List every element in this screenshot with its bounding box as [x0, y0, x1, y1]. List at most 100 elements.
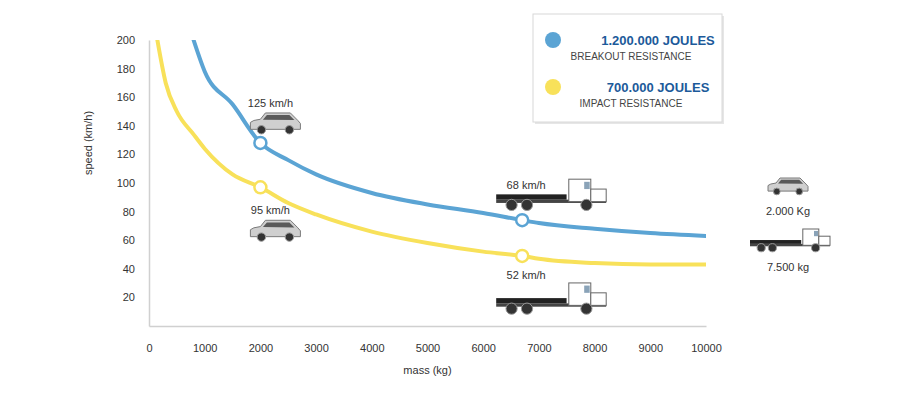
y-axis-title: speed (km/h) — [82, 111, 94, 175]
highlight-point — [254, 137, 266, 149]
car-window — [263, 115, 295, 120]
truck-window — [814, 231, 818, 236]
legend-swatch — [545, 32, 561, 48]
vehicle-label: 2.000 Kg — [766, 205, 810, 217]
x-tick: 1000 — [193, 326, 217, 354]
y-tick-label: 20 — [123, 291, 135, 303]
x-tick-label: 4000 — [360, 342, 384, 354]
car-icon — [250, 220, 300, 241]
legend-box — [533, 14, 722, 122]
y-tick: 100 — [117, 177, 149, 189]
annotations: 125 km/h 68 km/h 95 km/h 52 km/h — [248, 97, 606, 314]
highlight-point — [516, 250, 528, 262]
truck-hood — [591, 189, 606, 202]
car-wheel — [257, 233, 265, 241]
car-wheel — [285, 233, 293, 241]
car-window — [778, 180, 803, 184]
car-wheel — [285, 126, 293, 134]
truck-cab — [569, 283, 591, 305]
x-axis-line — [150, 326, 707, 328]
annotation-label: 52 km/h — [507, 269, 546, 281]
truck-cab — [569, 179, 591, 201]
x-tick-label: 2000 — [249, 342, 273, 354]
x-tick: 5000 — [416, 326, 440, 354]
x-tick-label: 1000 — [193, 342, 217, 354]
y-tick: 20 — [123, 291, 149, 303]
annotation-label: 68 km/h — [507, 179, 546, 191]
x-tick: 6000 — [471, 326, 495, 354]
car-icon — [250, 113, 300, 134]
legend-label: 700.000 JOULES — [607, 80, 710, 95]
legend-description: BREAKOUT RESISTANCE — [571, 51, 692, 62]
annotation-label: 95 km/h — [251, 204, 290, 216]
x-tick: 7000 — [527, 326, 551, 354]
truck-wheel — [812, 244, 820, 252]
car-window — [263, 222, 295, 227]
truck-bed — [496, 298, 566, 303]
car-wheel — [796, 188, 803, 195]
x-tick-label: 3000 — [304, 342, 328, 354]
x-tick: 4000 — [360, 326, 384, 354]
y-tick: 200 — [117, 34, 149, 46]
car-wheel — [773, 188, 780, 195]
vehicle-legend: 2.000 Kg 7.500 kg — [750, 178, 830, 273]
y-tick: 60 — [123, 234, 149, 246]
y-tick: 40 — [123, 263, 149, 275]
x-tick-label: 5000 — [416, 342, 440, 354]
truck-bed — [750, 240, 801, 244]
x-tick-label: 6000 — [471, 342, 495, 354]
x-tick-label: 0 — [146, 342, 152, 354]
x-tick-label: 9000 — [639, 342, 663, 354]
truck-cab — [803, 229, 819, 245]
x-tick: 3000 — [304, 326, 328, 354]
truck-icon — [496, 283, 606, 314]
y-tick-label: 100 — [117, 177, 135, 189]
truck-hood — [819, 236, 830, 245]
x-tick: 2000 — [249, 326, 273, 354]
highlight-point — [254, 181, 266, 193]
y-tick: 120 — [117, 148, 149, 160]
y-axis-line — [149, 41, 151, 327]
y-tick: 180 — [117, 63, 149, 75]
truck-window — [584, 182, 590, 189]
annotation-label: 125 km/h — [248, 97, 293, 109]
legend-swatch — [545, 79, 561, 95]
vehicle-label: 7.500 kg — [767, 261, 809, 273]
x-tick: 9000 — [639, 326, 663, 354]
truck-wheel — [757, 244, 765, 252]
truck-wheel — [521, 199, 532, 210]
y-tick-label: 80 — [123, 206, 135, 218]
highlight-point — [516, 214, 528, 226]
y-tick: 80 — [123, 206, 149, 218]
x-tick-label: 10000 — [691, 342, 722, 354]
y-tick-label: 160 — [117, 91, 135, 103]
car-icon — [768, 178, 808, 195]
y-tick-label: 120 — [117, 148, 135, 160]
truck-wheel — [506, 199, 517, 210]
truck-wheel — [581, 303, 592, 314]
y-tick-label: 140 — [117, 120, 135, 132]
truck-wheel — [521, 303, 532, 314]
y-tick: 160 — [117, 91, 149, 103]
y-tick-label: 180 — [117, 63, 135, 75]
x-tick-label: 8000 — [583, 342, 607, 354]
x-axis-title: mass (kg) — [403, 364, 451, 376]
truck-wheel — [768, 244, 776, 252]
legend-label: 1.200.000 JOULES — [601, 33, 715, 48]
x-tick: 10000 — [691, 326, 722, 354]
x-axis: 0 1000 2000 3000 4000 5000 6000 7000 8000 9000 100… — [146, 326, 721, 354]
y-axis: 20 40 60 80 100 120 140 160 180 200 — [117, 34, 150, 326]
x-tick: 0 — [146, 326, 152, 354]
y-tick-label: 40 — [123, 263, 135, 275]
x-tick: 8000 — [583, 326, 607, 354]
truck-window — [584, 286, 590, 293]
truck-bed — [496, 194, 566, 199]
truck-icon — [496, 179, 606, 210]
y-tick-label: 60 — [123, 234, 135, 246]
truck-wheel — [506, 303, 517, 314]
y-tick: 140 — [117, 120, 149, 132]
y-tick-label: 200 — [117, 34, 135, 46]
legend: 1.200.000 JOULES BREAKOUT RESISTANCE 700.0… — [533, 14, 724, 124]
truck-wheel — [581, 199, 592, 210]
truck-hood — [591, 293, 606, 306]
